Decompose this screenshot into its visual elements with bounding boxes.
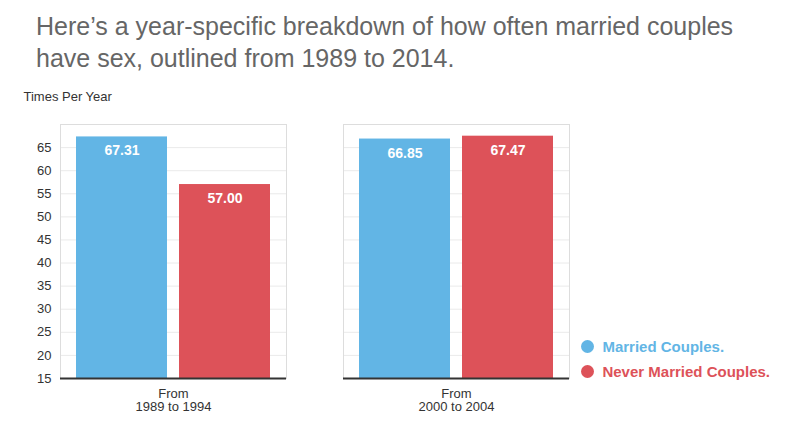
svg-text:66.85: 66.85 — [387, 145, 422, 161]
svg-text:45: 45 — [37, 232, 51, 247]
svg-text:50: 50 — [37, 209, 51, 224]
html-text:Married Couples.: Married Couples. — [602, 338, 725, 355]
svg-text:60: 60 — [37, 163, 51, 178]
svg-text:67.47: 67.47 — [490, 142, 525, 158]
svg-text:20: 20 — [37, 348, 51, 363]
svg-text:From1989 to 1994: From1989 to 1994 — [136, 386, 212, 414]
svg-text:30: 30 — [37, 301, 51, 316]
svg-text:65: 65 — [37, 140, 51, 155]
svg-text:From2000 to 2004: From2000 to 2004 — [419, 386, 495, 414]
svg-text:35: 35 — [37, 278, 51, 293]
svg-text:67.31: 67.31 — [104, 142, 139, 158]
svg-text:Times Per Year: Times Per Year — [24, 89, 113, 104]
svg-text:40: 40 — [37, 255, 51, 270]
svg-text:15: 15 — [37, 371, 51, 386]
svg-text:57.00: 57.00 — [207, 190, 242, 206]
html-text:Here’s a year-specific breakdo: Here’s a year-specific breakdown of how … — [36, 12, 734, 72]
svg-text:55: 55 — [37, 186, 51, 201]
svg-text:25: 25 — [37, 324, 51, 339]
html-text:Never Married Couples.: Never Married Couples. — [602, 363, 770, 380]
